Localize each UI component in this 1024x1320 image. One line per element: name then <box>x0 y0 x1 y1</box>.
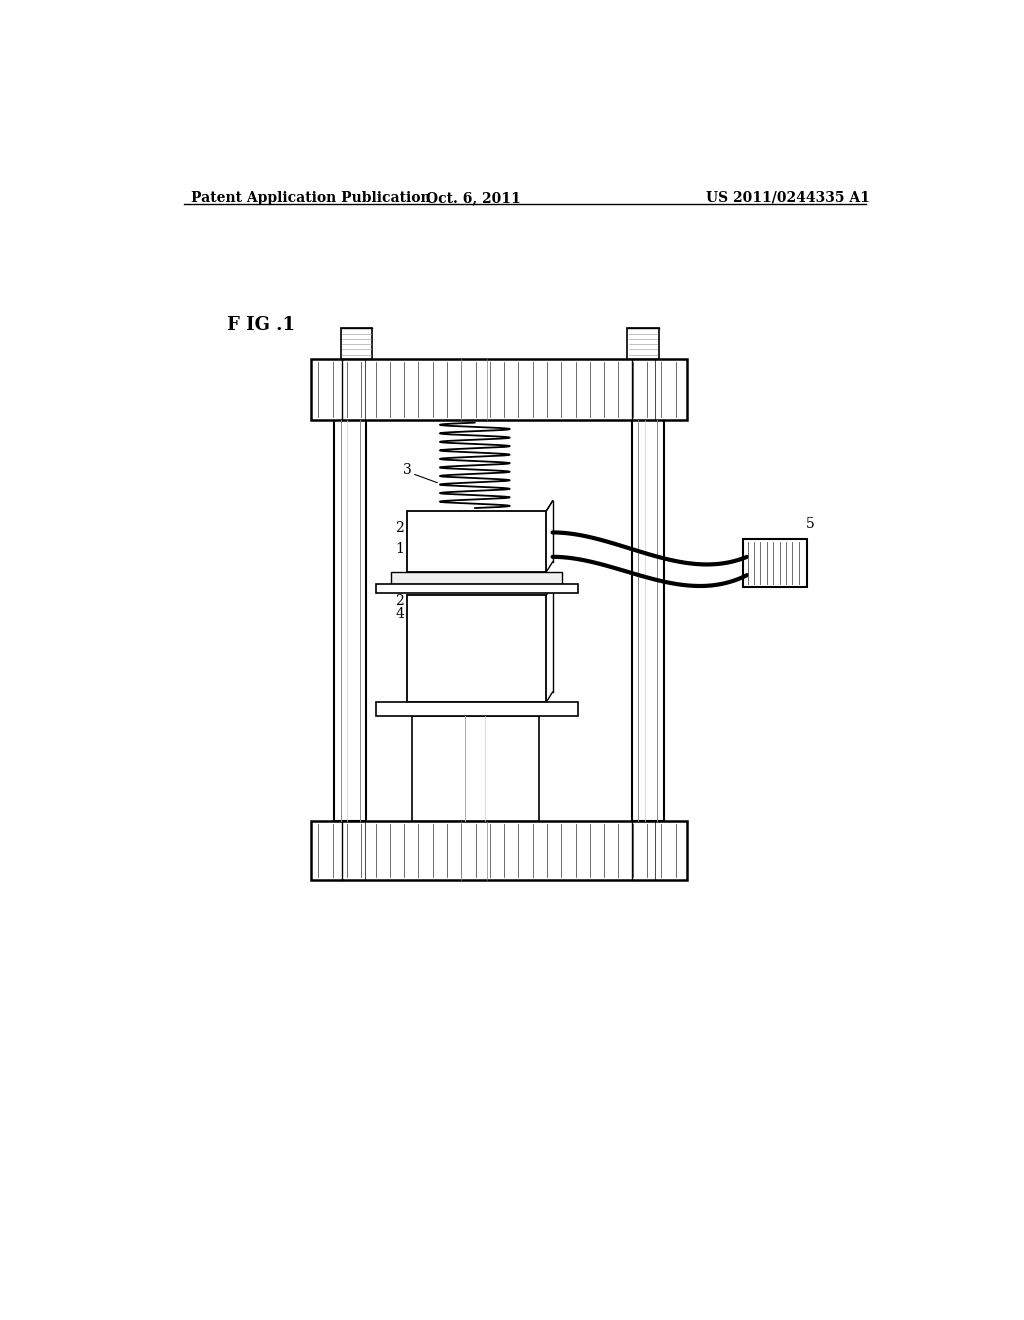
Bar <box>627 329 658 359</box>
Text: 4: 4 <box>395 607 404 620</box>
Text: 2: 2 <box>395 521 404 536</box>
Bar <box>376 702 578 717</box>
Text: Oct. 6, 2011: Oct. 6, 2011 <box>426 191 520 205</box>
Bar <box>743 539 807 587</box>
Bar <box>408 595 546 702</box>
Bar <box>341 329 373 359</box>
Bar <box>334 420 367 821</box>
Text: US 2011/0244335 A1: US 2011/0244335 A1 <box>707 191 870 205</box>
Text: 1: 1 <box>395 541 404 556</box>
Text: F IG .1: F IG .1 <box>227 315 295 334</box>
Text: Patent Application Publication: Patent Application Publication <box>191 191 431 205</box>
Bar <box>310 359 687 420</box>
Bar <box>310 821 687 880</box>
Text: 3: 3 <box>403 463 412 478</box>
Text: 2: 2 <box>395 594 404 607</box>
Bar <box>376 585 578 594</box>
Bar <box>412 717 539 821</box>
Bar <box>391 572 562 585</box>
Text: 5: 5 <box>806 517 814 532</box>
Bar <box>632 420 664 821</box>
Bar <box>408 511 546 572</box>
